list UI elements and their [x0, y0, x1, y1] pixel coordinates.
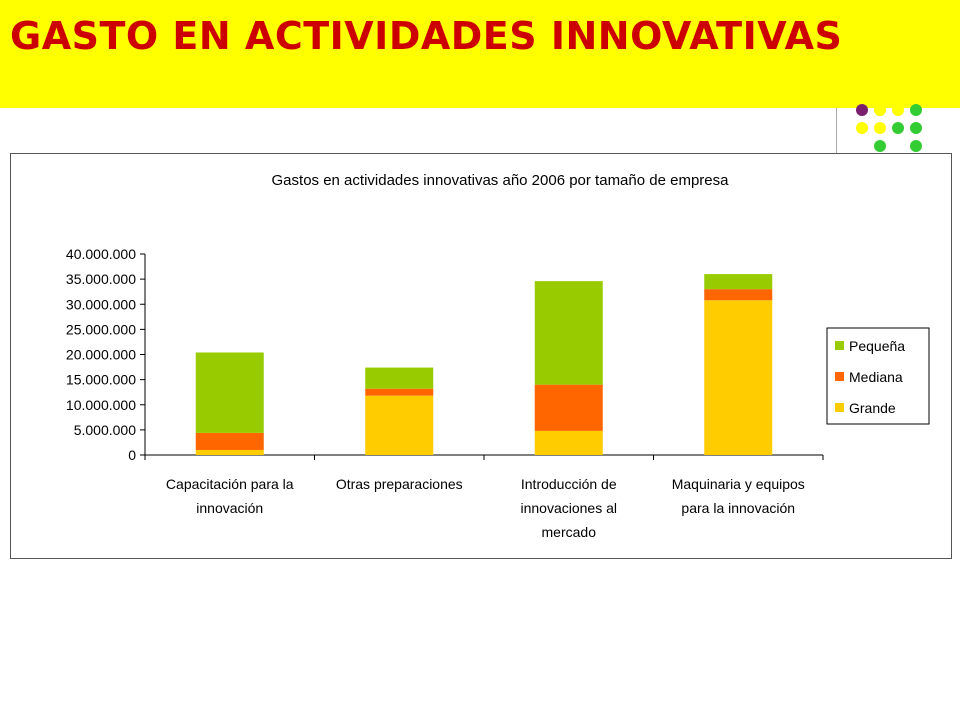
bar-segment-pequeña: [534, 281, 603, 385]
bar-segment-pequeña: [704, 274, 773, 290]
decor-dot-yellow: [874, 122, 886, 134]
legend-label: Mediana: [849, 369, 903, 385]
decor-dot-green: [892, 122, 904, 134]
x-category-label: innovación: [196, 500, 263, 516]
decor-dot-green: [910, 122, 922, 134]
y-tick-label: 10.000.000: [66, 397, 136, 413]
decor-dot-green: [910, 140, 922, 152]
legend-swatch: [835, 341, 844, 350]
x-category-label: Maquinaria y equipos: [672, 476, 805, 492]
bar-segment-mediana: [704, 289, 773, 301]
bar-segment-mediana: [365, 388, 434, 396]
decor-dot-green: [874, 140, 886, 152]
x-category-label: Capacitación para la: [166, 476, 294, 492]
y-tick-label: 5.000.000: [74, 422, 136, 438]
decorative-divider: [836, 108, 837, 154]
y-tick-label: 25.000.000: [66, 321, 136, 337]
x-category-label: innovaciones al: [520, 500, 617, 516]
x-category-label: Introducción de: [521, 476, 617, 492]
bar-segment-pequeña: [195, 352, 264, 433]
y-tick-label: 30.000.000: [66, 296, 136, 312]
x-category-label: Otras preparaciones: [336, 476, 463, 492]
decor-dot-yellow: [856, 122, 868, 134]
x-category-label: para la innovación: [681, 500, 795, 516]
legend-label: Grande: [849, 400, 896, 416]
title-banner: GASTO EN ACTIVIDADES INNOVATIVAS: [0, 0, 960, 108]
y-tick-label: 20.000.000: [66, 347, 136, 363]
legend-swatch: [835, 403, 844, 412]
bar-segment-grande: [365, 395, 434, 455]
bar-segment-grande: [704, 300, 773, 455]
bar-segment-grande: [195, 449, 264, 455]
y-tick-label: 40.000.000: [66, 246, 136, 262]
bar-segment-mediana: [195, 432, 264, 450]
bar-segment-mediana: [534, 384, 603, 431]
x-category-label: mercado: [542, 524, 597, 540]
y-tick-label: 15.000.000: [66, 372, 136, 388]
y-tick-label: 35.000.000: [66, 271, 136, 287]
chart-area: Gastos en actividades innovativas año 20…: [10, 153, 952, 559]
bar-segment-grande: [534, 430, 603, 455]
legend-label: Pequeña: [849, 338, 905, 354]
y-tick-label: 0: [128, 447, 136, 463]
legend-swatch: [835, 372, 844, 381]
slide-title: GASTO EN ACTIVIDADES INNOVATIVAS: [10, 14, 843, 58]
stacked-bar-chart: Gastos en actividades innovativas año 20…: [66, 172, 930, 540]
chart-title: Gastos en actividades innovativas año 20…: [272, 172, 730, 189]
bar-segment-pequeña: [365, 367, 434, 389]
